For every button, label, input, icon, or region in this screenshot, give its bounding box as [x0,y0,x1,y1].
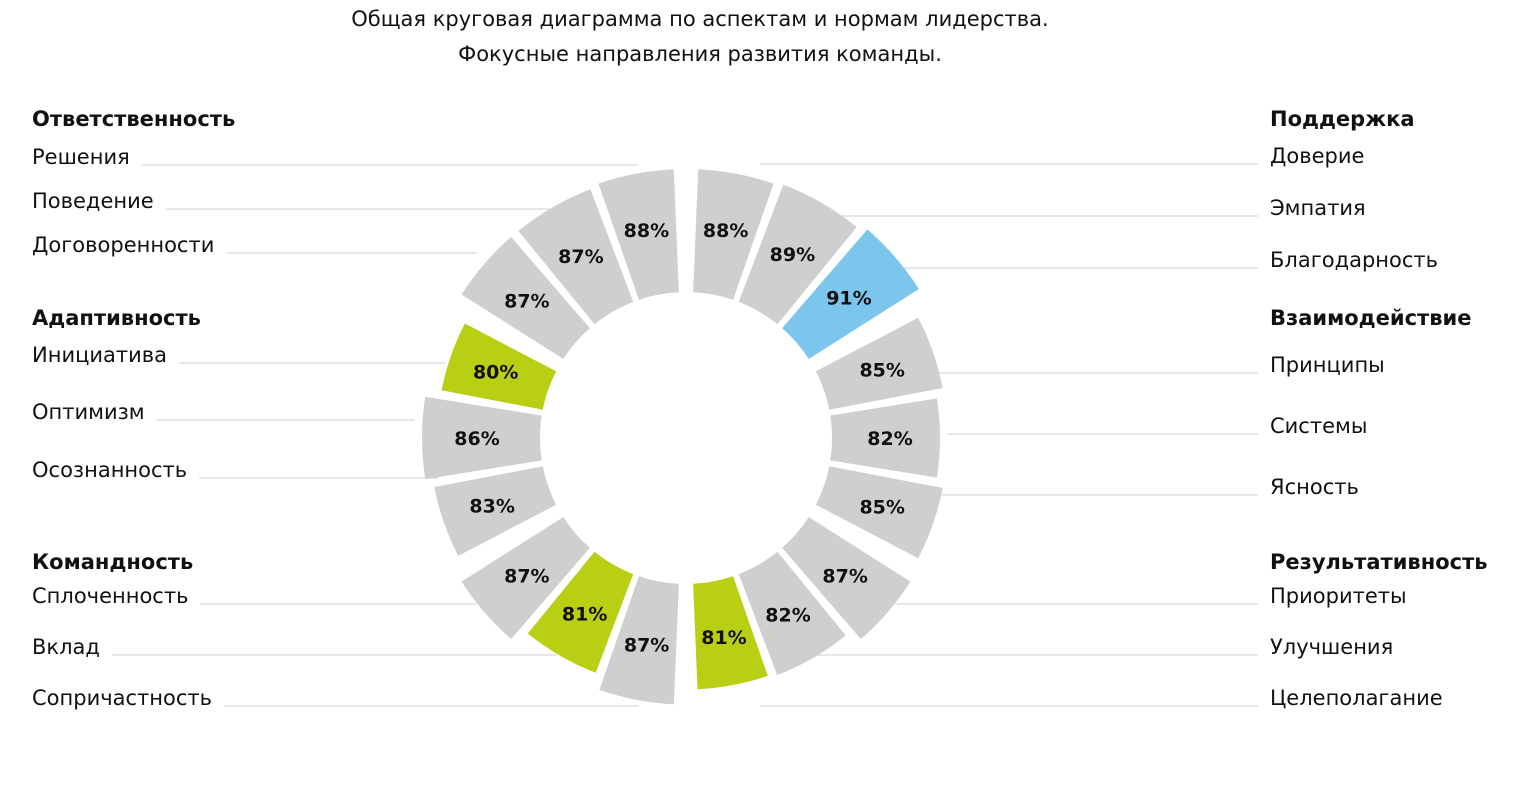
donut-segment-8 [736,548,849,678]
group-title-5: Адаптивность [32,306,201,330]
donut-segment-1 [691,167,777,303]
group-title-6: Ответственность [32,107,235,131]
percent-label-16: 87% [504,291,549,313]
percent-label-13: 83% [469,495,514,517]
group-title-3: Результативность [1270,550,1488,574]
percent-label-17: 87% [558,246,603,268]
percent-label-1: 88% [703,220,748,242]
donut-segment-10 [596,573,681,707]
percent-label-12: 87% [504,565,549,587]
item-label-6-1: Договоренности [32,233,214,257]
percent-label-10: 87% [624,635,669,657]
donut-segment-13 [431,464,559,559]
percent-label-8: 82% [765,605,810,627]
item-label-1-2: Эмпатия [1270,196,1366,220]
item-label-3-1: Приоритеты [1270,584,1407,608]
percent-label-15: 80% [473,362,518,384]
item-label-3-3: Целеполагание [1270,686,1443,710]
side-labels: Поддержка Доверие Эмпатия Благодарность Взаи… [32,107,1488,710]
item-label-5-3: Инициатива [32,343,167,367]
item-label-4-2: Вклад [32,635,100,659]
chart-title-line-1: Общая круговая диаграмма по аспектам и н… [351,7,1049,31]
donut-segment-15 [439,320,559,412]
donut-segment-6 [813,464,946,561]
donut-segment-4 [813,315,946,412]
percent-label-9: 81% [701,627,746,649]
group-title-4: Командность [32,550,193,574]
item-label-2-2: Системы [1270,414,1367,438]
percent-label-6: 85% [859,496,904,518]
donut-segments [420,167,946,707]
percent-label-7: 87% [822,565,867,587]
donut-segment-5 [827,396,942,480]
item-label-1-1: Доверие [1270,144,1364,168]
item-label-3-2: Улучшения [1270,635,1393,659]
donut-segment-9 [691,573,771,692]
donut-segment-18 [595,167,681,303]
chart-title: Общая круговая диаграмма по аспектам и н… [0,2,1400,72]
donut-segment-12 [458,514,593,642]
donut-segment-7 [779,514,914,642]
chart-title-line-2: Фокусные направления развития команды. [458,42,942,66]
percent-label-14: 86% [454,428,499,450]
percent-label-11: 81% [562,604,607,626]
donut-segment-3 [779,226,922,362]
percent-label-2: 89% [770,244,815,266]
donut-segment-16 [458,234,593,362]
item-label-2-3: Ясность [1270,475,1359,499]
item-label-5-2: Оптимизм [32,400,145,424]
percent-label-3: 91% [826,287,871,309]
group-title-2: Взаимодействие [1270,306,1471,330]
percent-label-5: 82% [867,428,912,450]
donut-segment-17 [515,186,636,328]
item-label-2-1: Принципы [1270,353,1385,377]
donut-segment-14 [420,394,545,482]
item-label-4-1: Сопричастность [32,686,212,710]
group-title-1: Поддержка [1270,107,1415,131]
donut-segment-11 [525,548,636,676]
item-label-1-3: Благодарность [1270,248,1438,272]
percent-label-4: 85% [859,360,904,382]
item-label-5-1: Осознанность [32,458,187,482]
donut-segment-2 [736,181,860,328]
percent-label-18: 88% [624,220,669,242]
item-label-4-3: Сплоченность [32,584,188,608]
item-label-6-2: Поведение [32,189,154,213]
percent-labels: 88% 89% 91% 85% 82% 85% 87% 82% 81% 87% 81% 87% 83% 8… [454,220,912,656]
item-label-6-3: Решения [32,145,130,169]
